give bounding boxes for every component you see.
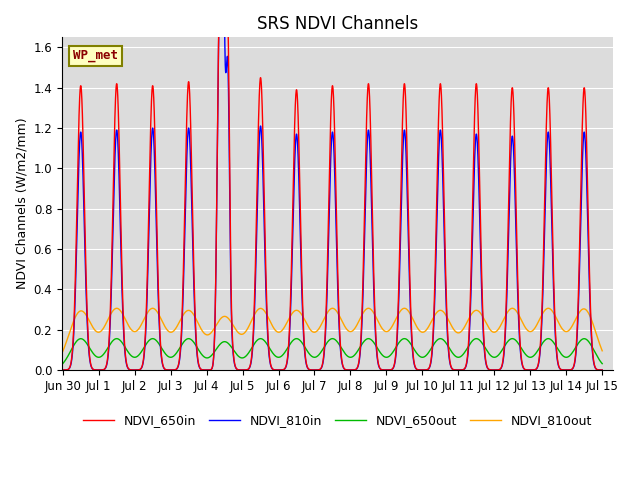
- Line: NDVI_810out: NDVI_810out: [63, 308, 602, 351]
- NDVI_650out: [502, 340, 510, 346]
- NDVI_650out: [410, 346, 417, 351]
- NDVI_810out: [157, 315, 164, 321]
- NDVI_650in: [265, 348, 273, 354]
- NDVI_810out: [502, 312, 510, 317]
- NDVI_650out: [265, 344, 273, 350]
- NDVI_650in: [59, 367, 67, 373]
- NDVI_650in: [157, 344, 164, 350]
- NDVI_650out: [598, 361, 606, 367]
- Line: NDVI_650in: NDVI_650in: [63, 0, 602, 370]
- Y-axis label: NDVI Channels (W/m2/mm): NDVI Channels (W/m2/mm): [15, 118, 28, 289]
- Legend: NDVI_650in, NDVI_810in, NDVI_650out, NDVI_810out: NDVI_650in, NDVI_810in, NDVI_650out, NDV…: [77, 409, 598, 432]
- NDVI_650in: [461, 364, 469, 370]
- NDVI_810out: [265, 316, 273, 322]
- NDVI_810in: [502, 307, 510, 312]
- NDVI_810in: [59, 367, 67, 373]
- NDVI_650in: [383, 367, 390, 373]
- NDVI_810out: [461, 323, 469, 328]
- NDVI_650out: [461, 348, 469, 354]
- Text: WP_met: WP_met: [73, 49, 118, 62]
- NDVI_650in: [598, 367, 606, 373]
- NDVI_650out: [383, 354, 390, 360]
- NDVI_810out: [59, 348, 67, 354]
- Title: SRS NDVI Channels: SRS NDVI Channels: [257, 15, 418, 33]
- NDVI_650out: [157, 344, 164, 349]
- NDVI_810out: [598, 348, 606, 354]
- NDVI_810in: [461, 365, 469, 371]
- NDVI_810in: [265, 351, 273, 357]
- NDVI_810in: [157, 348, 164, 353]
- NDVI_810in: [383, 367, 390, 373]
- NDVI_810out: [410, 318, 417, 324]
- NDVI_650out: [59, 361, 67, 367]
- Line: NDVI_810in: NDVI_810in: [63, 0, 602, 370]
- NDVI_810out: [383, 329, 390, 335]
- NDVI_650out: [401, 336, 408, 341]
- NDVI_810in: [410, 359, 417, 364]
- Line: NDVI_650out: NDVI_650out: [63, 338, 602, 364]
- NDVI_650in: [410, 357, 417, 362]
- NDVI_810out: [545, 305, 552, 311]
- NDVI_810in: [598, 367, 606, 373]
- NDVI_650in: [502, 294, 510, 300]
